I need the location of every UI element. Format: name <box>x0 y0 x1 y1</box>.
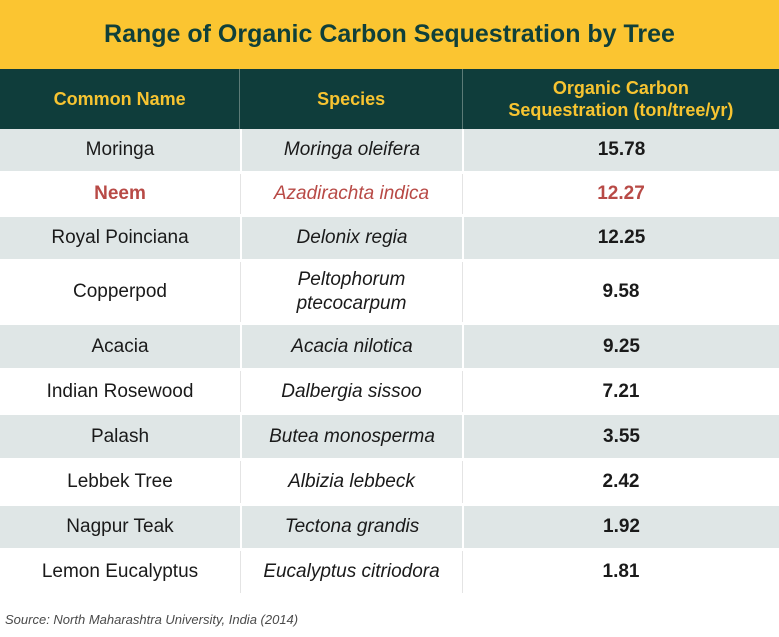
cell-common-name: Lemon Eucalyptus <box>41 561 199 582</box>
source-note: Source: North Maharashtra University, In… <box>5 612 299 627</box>
cell-species: Tectona grandis <box>240 506 462 548</box>
table-row: Copperpod Peltophorum ptecocarpum 9.58 <box>0 262 779 325</box>
title-bar: Range of Organic Carbon Sequestration by… <box>0 0 779 69</box>
cell-species: Moringa oleifera <box>240 129 462 171</box>
table-row: Nagpur Teak Tectona grandis 1.92 <box>0 506 779 551</box>
cell-common-name: Palash <box>90 425 150 447</box>
table-row: Indian Rosewood Dalbergia sissoo 7.21 <box>0 371 779 415</box>
cell-common-name: Acacia <box>91 335 149 357</box>
cell-sequestration-value: 15.78 <box>462 129 779 171</box>
header-common-name: Common Name <box>53 89 186 109</box>
cell-common-name: Neem <box>94 183 146 204</box>
header-species: Species <box>239 69 461 129</box>
cell-sequestration-value: 1.81 <box>462 551 779 593</box>
cell-species: Albizia lebbeck <box>240 461 462 503</box>
cell-common-name: Indian Rosewood <box>46 380 194 402</box>
table-row: Lemon Eucalyptus Eucalyptus citriodora 1.8… <box>0 551 779 596</box>
table-row: Palash Butea monosperma 3.55 <box>0 415 779 461</box>
cell-sequestration-value: 7.21 <box>462 371 779 412</box>
cell-species: Dalbergia sissoo <box>240 371 462 412</box>
table-row: Lebbek Tree Albizia lebbeck 2.42 <box>0 461 779 506</box>
cell-sequestration-value: 3.55 <box>462 415 779 458</box>
header-sequestration-label: Organic Carbon Sequestration (ton/tree/yr… <box>508 78 734 120</box>
table-body: Moringa Moringa oleifera 15.78 Neem Azadirac… <box>0 129 779 596</box>
cell-common-name: Royal Poinciana <box>51 227 189 248</box>
cell-sequestration-value: 9.25 <box>462 325 779 368</box>
cell-species: Eucalyptus citriodora <box>240 551 462 593</box>
cell-sequestration-value: 2.42 <box>462 461 779 503</box>
cell-species: Butea monosperma <box>240 415 462 458</box>
cell-sequestration-value: 12.25 <box>462 217 779 259</box>
cell-sequestration-value: 1.92 <box>462 506 779 548</box>
cell-species: Delonix regia <box>240 217 462 259</box>
cell-sequestration-value: 9.58 <box>462 262 779 322</box>
cell-sequestration-value: 12.27 <box>462 174 779 214</box>
header-sequestration: Organic Carbon Sequestration (ton/tree/yr… <box>461 69 779 129</box>
table-header: Common Name Species Organic Carbon Seques… <box>0 69 779 129</box>
table-row: Neem Azadirachta indica 12.27 <box>0 174 779 217</box>
table-row: Royal Poinciana Delonix regia 12.25 <box>0 217 779 262</box>
cell-species: Acacia nilotica <box>240 325 462 368</box>
table-row: Moringa Moringa oleifera 15.78 <box>0 129 779 174</box>
cell-common-name: Lebbek Tree <box>67 471 173 492</box>
cell-common-name: Nagpur Teak <box>66 516 174 537</box>
cell-species: Azadirachta indica <box>240 174 462 214</box>
cell-common-name: Moringa <box>85 139 155 160</box>
cell-species: Peltophorum ptecocarpum <box>240 262 462 322</box>
cell-common-name: Copperpod <box>72 281 168 302</box>
table-row: Acacia Acacia nilotica 9.25 <box>0 325 779 371</box>
chart-title: Range of Organic Carbon Sequestration by… <box>104 20 675 48</box>
